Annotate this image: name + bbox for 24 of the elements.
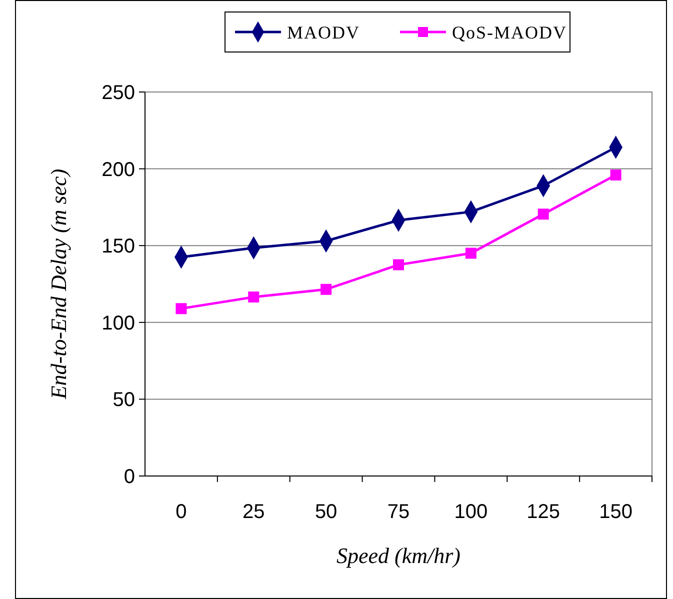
y-tick-label: 50 (112, 389, 135, 412)
legend-label: MAODV (287, 22, 360, 42)
point (610, 169, 622, 180)
x-axis-title: Speed (km/hr) (336, 543, 461, 568)
y-tick-label: 200 (102, 158, 135, 181)
point (320, 284, 332, 295)
y-axis-title: End-to-End Delay (m sec) (46, 168, 71, 400)
x-tick-label: 125 (526, 501, 560, 523)
x-tick-label: 75 (387, 501, 410, 523)
x-tick-label: 100 (454, 501, 488, 523)
x-tick-label: 150 (599, 501, 632, 523)
x-tick-label: 25 (242, 501, 265, 523)
x-tick-label: 0 (176, 501, 187, 523)
y-tick-label: 150 (102, 236, 135, 258)
point (248, 292, 260, 303)
y-tick-label: 0 (124, 466, 135, 488)
y-tick-label: 250 (102, 82, 135, 104)
y-tick-label: 100 (102, 312, 135, 334)
legend-label: QoS-MAODV (452, 22, 568, 42)
point (176, 303, 187, 314)
point (393, 259, 404, 270)
point (538, 208, 549, 220)
point (465, 248, 476, 259)
x-tick-label: 50 (314, 501, 338, 523)
